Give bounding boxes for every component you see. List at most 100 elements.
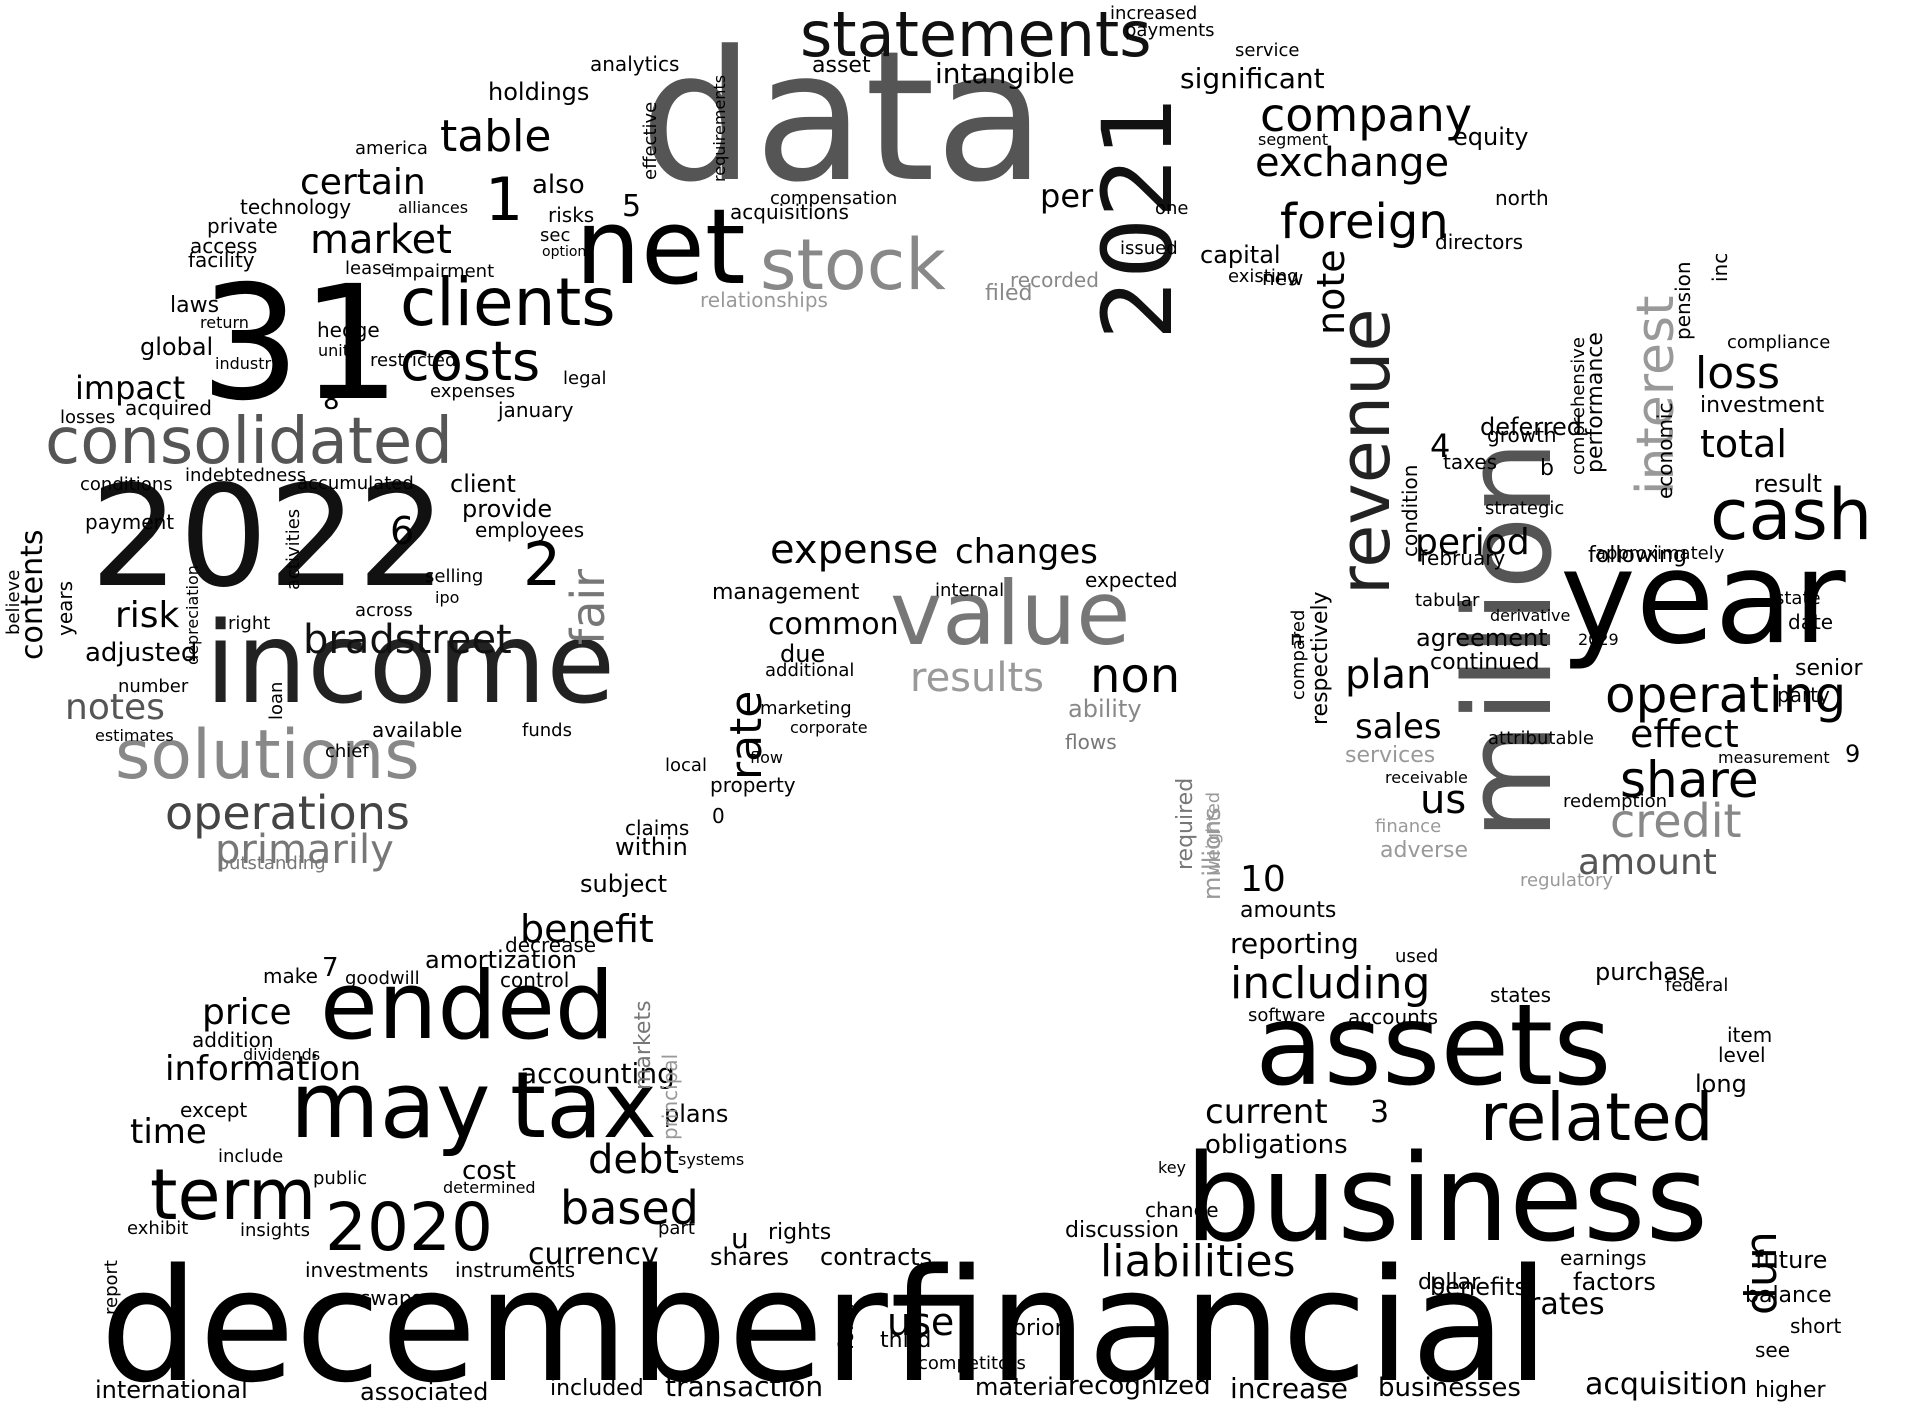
word: analytics xyxy=(590,52,680,76)
word: report xyxy=(101,1260,122,1315)
word: markets xyxy=(631,1000,656,1090)
word: revenue xyxy=(1324,308,1406,595)
word: capital xyxy=(1200,241,1281,269)
word: exchange xyxy=(1255,140,1450,186)
word: also xyxy=(532,170,585,200)
word: change xyxy=(1145,1198,1219,1222)
word: employees xyxy=(475,518,585,542)
word: due xyxy=(780,640,826,668)
word: us xyxy=(1420,777,1467,823)
word: inc xyxy=(1708,252,1732,282)
word: net xyxy=(575,186,746,308)
word: senior xyxy=(1795,656,1863,681)
word: determined xyxy=(443,1178,536,1197)
word: purchase xyxy=(1595,958,1706,986)
word: shares xyxy=(710,1243,790,1271)
word: market xyxy=(310,217,452,263)
word: adverse xyxy=(1380,838,1469,863)
word: january xyxy=(498,398,574,422)
word: effective xyxy=(640,101,661,180)
word: impairment xyxy=(390,261,495,282)
word: financial xyxy=(890,1235,1550,1406)
word: states xyxy=(1490,983,1552,1007)
word: contracts xyxy=(820,1243,933,1271)
word: acquisitions xyxy=(730,200,849,224)
word: 6 xyxy=(390,509,415,553)
word: loan xyxy=(266,681,287,720)
word: america xyxy=(355,138,428,159)
word: acquired xyxy=(125,396,212,420)
word: management xyxy=(712,580,860,605)
word: amortization xyxy=(425,946,577,974)
word: risk xyxy=(115,595,180,636)
word: year xyxy=(1560,524,1846,673)
word: relationships xyxy=(700,288,828,312)
word: risks xyxy=(548,203,595,227)
word: compliance xyxy=(1727,332,1831,353)
word: party xyxy=(1777,683,1830,707)
word: laws xyxy=(170,293,220,318)
word: units xyxy=(318,341,358,360)
word: significant xyxy=(1180,62,1325,95)
word: respectively xyxy=(1308,591,1333,725)
word: exhibit xyxy=(127,1218,189,1239)
word: 9 xyxy=(1845,740,1861,768)
word: return xyxy=(200,313,249,332)
word: 2 xyxy=(523,530,562,600)
word: dollar xyxy=(1418,1270,1481,1295)
word: operations xyxy=(165,786,410,840)
word: discussion xyxy=(1065,1218,1180,1243)
word: available xyxy=(372,718,463,742)
word: flow xyxy=(750,748,783,767)
word: access xyxy=(190,234,258,258)
word: across xyxy=(355,600,413,621)
word: certain xyxy=(300,162,426,203)
word: activities xyxy=(283,508,304,590)
word: recognized xyxy=(1068,1371,1211,1401)
word: cost xyxy=(462,1156,516,1186)
word: february xyxy=(1420,546,1506,570)
word: one xyxy=(1155,198,1189,219)
word: table xyxy=(440,111,552,162)
word: measurement xyxy=(1718,748,1830,767)
word: swaps xyxy=(360,1286,423,1310)
word: currency xyxy=(528,1237,659,1272)
word: loss xyxy=(1695,348,1780,399)
word: cash xyxy=(1710,474,1873,556)
word: decrease xyxy=(505,933,597,957)
word: service xyxy=(1235,40,1300,61)
word: december xyxy=(100,1235,888,1406)
word: level xyxy=(1718,1043,1766,1067)
word: comprehensive xyxy=(1568,337,1589,475)
word: holdings xyxy=(488,78,590,106)
word: period xyxy=(1415,522,1530,563)
word: share xyxy=(1620,751,1759,809)
word: growth xyxy=(1487,423,1557,447)
word: amount xyxy=(1578,842,1717,883)
word: services xyxy=(1345,743,1436,768)
word: outstanding xyxy=(218,853,326,874)
word: expected xyxy=(1085,568,1178,592)
word: costs xyxy=(400,330,541,393)
word: conditions xyxy=(80,474,173,495)
word: weighted xyxy=(1203,791,1224,875)
word: except xyxy=(180,1098,248,1122)
word: technology xyxy=(240,195,352,219)
word: ability xyxy=(1068,695,1142,723)
word: condition xyxy=(1398,464,1422,557)
word: accumulated xyxy=(297,473,414,494)
word: subject xyxy=(580,870,667,898)
word: principal xyxy=(658,1053,682,1140)
word: amounts xyxy=(1240,898,1337,923)
word: benefit xyxy=(520,907,654,951)
word: derivative xyxy=(1490,606,1571,625)
word: assets xyxy=(1255,981,1612,1111)
word: following xyxy=(1588,543,1687,568)
word: associated xyxy=(360,1378,489,1406)
word: restricted xyxy=(370,350,457,371)
word: factors xyxy=(1573,1268,1656,1296)
word: funds xyxy=(522,720,572,741)
word: believe xyxy=(3,569,24,635)
word: u xyxy=(731,1222,749,1255)
